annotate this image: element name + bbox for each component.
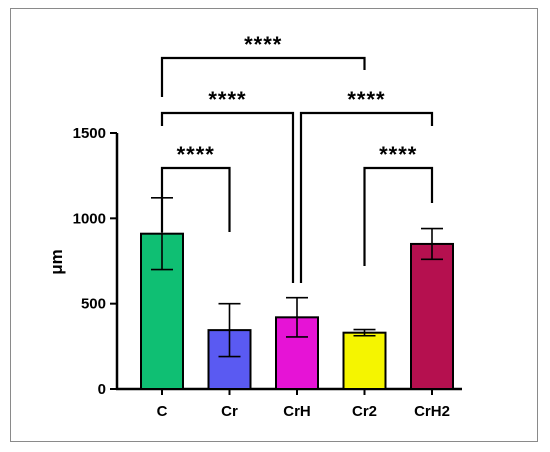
x-tick-label-cr: Cr <box>221 403 238 420</box>
x-tick-label-crh: CrH <box>283 403 311 420</box>
significance-bracket <box>363 166 434 266</box>
significance-label: **** <box>177 142 215 167</box>
bar-cr2 <box>342 331 387 390</box>
x-tick-label-cr2: Cr2 <box>352 403 377 420</box>
x-tick-label-c: C <box>157 403 168 420</box>
y-tick-label: 1500 <box>73 125 106 142</box>
y-axis-title: μm <box>47 249 66 275</box>
significance-bracket <box>160 56 366 97</box>
significance-label: **** <box>244 32 282 57</box>
significance-label: **** <box>347 87 385 112</box>
x-tick-label-crh2: CrH2 <box>414 403 450 420</box>
y-tick-label: 0 <box>98 381 106 398</box>
significance-brackets: **** **** **** **** **** <box>160 32 434 283</box>
error-bars <box>151 197 443 358</box>
significance-bracket <box>160 111 295 283</box>
significance-label: **** <box>379 142 417 167</box>
y-tick-label: 500 <box>81 296 106 313</box>
axes: 0 500 1000 1500 C Cr CrH Cr2 CrH2 <box>73 125 462 420</box>
significance-bracket <box>299 111 434 283</box>
y-tick-label: 1000 <box>73 210 106 227</box>
bar-crh2 <box>410 242 454 390</box>
significance-bracket <box>160 166 231 232</box>
significance-label: **** <box>208 87 246 112</box>
